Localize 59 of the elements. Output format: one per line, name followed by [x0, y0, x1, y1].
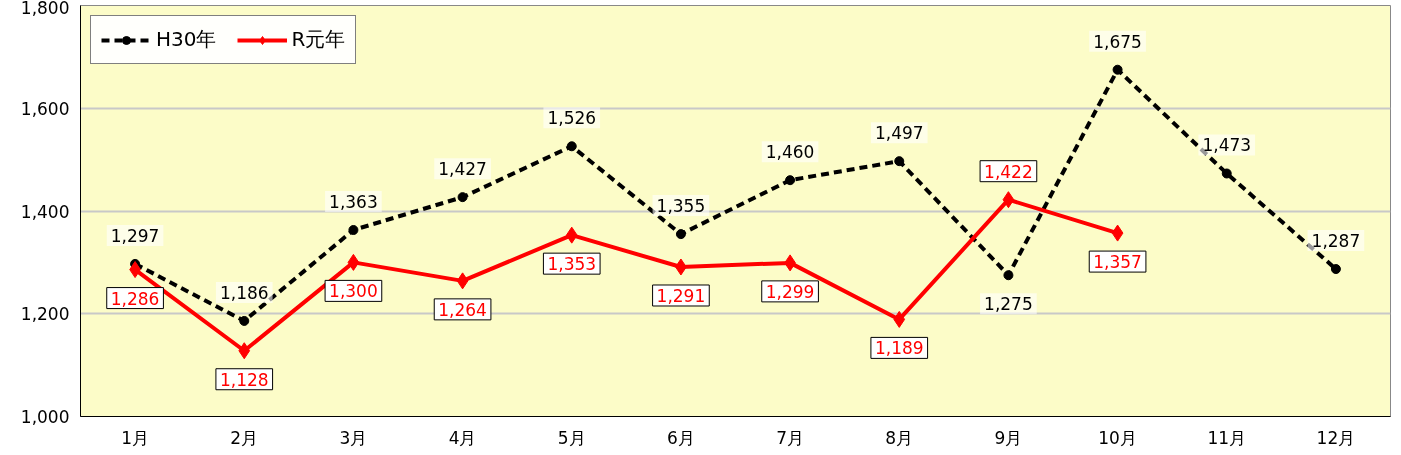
data-label: 1,460 — [765, 142, 815, 163]
point — [1002, 191, 1015, 209]
data-label: 1,275 — [984, 294, 1033, 315]
y-tick-label: 1,800 — [20, 0, 70, 18]
x-tick-label: 12月 — [1316, 427, 1356, 448]
data-label: 1,299 — [765, 281, 815, 302]
point — [894, 156, 905, 167]
x-tick-label: 4月 — [448, 427, 477, 448]
data-label: 1,186 — [219, 282, 269, 303]
x-tick-label: 6月 — [667, 427, 695, 448]
x-tick-label: 3月 — [339, 427, 368, 448]
data-label: 1,497 — [874, 123, 924, 144]
point — [566, 141, 577, 152]
data-label: 1,526 — [547, 108, 597, 129]
data-label: 1,291 — [656, 286, 706, 306]
y-tick-label: 1,000 — [20, 407, 70, 427]
x-tick-label: 1月 — [121, 427, 149, 448]
data-label: 1,189 — [874, 338, 924, 359]
point — [1221, 168, 1232, 179]
point — [238, 342, 251, 360]
point — [457, 192, 468, 203]
point — [239, 315, 250, 326]
point — [785, 175, 796, 186]
legend-label: R元年 — [291, 26, 346, 53]
point — [348, 225, 359, 235]
data-label: 1,297 — [110, 225, 160, 246]
data-label: 1,287 — [1311, 231, 1361, 252]
data-label: 1,363 — [329, 192, 378, 213]
data-label: 1,473 — [1202, 135, 1252, 156]
y-tick-label: 1,600 — [20, 98, 70, 119]
data-label: 1,675 — [1093, 31, 1142, 52]
point — [347, 253, 360, 271]
point — [1111, 224, 1124, 242]
point — [1003, 270, 1014, 281]
point — [1112, 64, 1123, 75]
data-label: 1,286 — [110, 288, 160, 309]
data-label: 1,300 — [329, 281, 378, 302]
y-tick-label: 1,400 — [20, 201, 70, 222]
x-tick-label: 8月 — [885, 427, 914, 448]
point — [893, 310, 906, 328]
data-label: 1,427 — [438, 159, 487, 180]
point — [565, 226, 578, 244]
x-tick-label: 5月 — [557, 427, 586, 448]
x-tick-label: 11月 — [1207, 427, 1247, 448]
x-tick-label: 2月 — [230, 427, 259, 448]
point — [456, 272, 469, 290]
data-label: 1,128 — [219, 369, 269, 390]
point — [675, 229, 686, 240]
data-label: 1,355 — [656, 196, 706, 217]
legend-label: H30年 — [156, 26, 217, 53]
x-tick-label: 10月 — [1098, 427, 1137, 448]
data-label: 1,264 — [438, 299, 487, 320]
data-label: 1,353 — [547, 254, 597, 275]
point — [1330, 264, 1341, 275]
y-tick-label: 1,200 — [20, 304, 70, 325]
data-label: 1,422 — [984, 161, 1033, 182]
x-tick-label: 7月 — [776, 427, 804, 448]
x-tick-label: 9月 — [994, 427, 1023, 448]
data-label: 1,357 — [1093, 252, 1142, 273]
